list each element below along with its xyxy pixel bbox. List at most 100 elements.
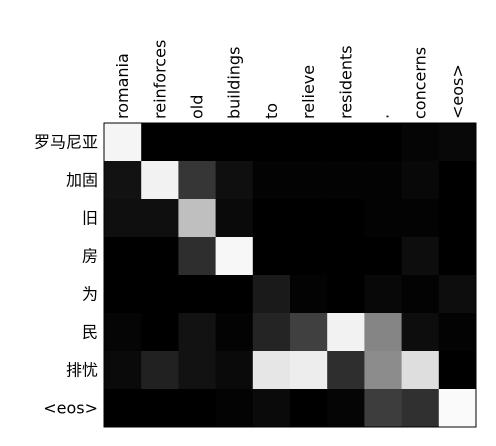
heatmap-cell-r4-c5 bbox=[290, 275, 328, 314]
heatmap-cell-r2-c4 bbox=[252, 199, 291, 238]
heatmap-cell-r5-c7 bbox=[364, 313, 403, 352]
heatmap-cell-r4-c8 bbox=[401, 275, 440, 314]
x-tick-label-3: buildings bbox=[225, 47, 244, 119]
y-tick-label-7: <eos> bbox=[43, 399, 98, 418]
heatmap-cells bbox=[104, 123, 477, 428]
heatmap-cell-r7-c6 bbox=[327, 389, 365, 428]
heatmap-cell-r7-c9 bbox=[438, 389, 477, 428]
heatmap-cell-r5-c3 bbox=[215, 313, 254, 352]
heatmap-frame bbox=[103, 122, 477, 428]
heatmap-cell-r3-c4 bbox=[252, 237, 291, 276]
heatmap-cell-r6-c9 bbox=[438, 351, 477, 390]
heatmap-cell-r0-c8 bbox=[401, 123, 440, 162]
heatmap-cell-r4-c0 bbox=[104, 275, 142, 314]
heatmap-cell-r1-c7 bbox=[364, 161, 403, 200]
heatmap-cell-r4-c1 bbox=[141, 275, 179, 314]
heatmap-cell-r3-c6 bbox=[327, 237, 365, 276]
heatmap-cell-r5-c8 bbox=[401, 313, 440, 352]
heatmap-cell-r3-c0 bbox=[104, 237, 142, 276]
heatmap-cell-r6-c4 bbox=[252, 351, 291, 390]
heatmap-cell-r1-c2 bbox=[178, 161, 217, 200]
heatmap-cell-r5-c1 bbox=[141, 313, 179, 352]
y-tick-label-2: 旧 bbox=[82, 209, 98, 228]
heatmap-cell-r5-c2 bbox=[178, 313, 217, 352]
heatmap-cell-r3-c8 bbox=[401, 237, 440, 276]
heatmap-cell-r6-c2 bbox=[178, 351, 217, 390]
heatmap-cell-r2-c2 bbox=[178, 199, 217, 238]
x-tick-label-9: <eos> bbox=[448, 64, 467, 119]
heatmap-cell-r6-c0 bbox=[104, 351, 142, 390]
heatmap-cell-r4-c2 bbox=[178, 275, 217, 314]
heatmap-cell-r4-c4 bbox=[252, 275, 291, 314]
y-tick-label-4: 为 bbox=[82, 285, 98, 304]
heatmap-cell-r1-c6 bbox=[327, 161, 365, 200]
heatmap-cell-r0-c9 bbox=[438, 123, 477, 162]
heatmap-cell-r5-c0 bbox=[104, 313, 142, 352]
y-tick-label-1: 加固 bbox=[66, 171, 98, 190]
x-tick-label-4: to bbox=[262, 103, 281, 119]
heatmap-cell-r3-c5 bbox=[290, 237, 328, 276]
y-tick-label-5: 民 bbox=[82, 323, 98, 342]
heatmap-cell-r7-c0 bbox=[104, 389, 142, 428]
heatmap-cell-r5-c5 bbox=[290, 313, 328, 352]
heatmap-cell-r5-c4 bbox=[252, 313, 291, 352]
heatmap-cell-r0-c3 bbox=[215, 123, 254, 162]
heatmap-cell-r6-c5 bbox=[290, 351, 328, 390]
heatmap-cell-r1-c5 bbox=[290, 161, 328, 200]
heatmap-cell-r7-c4 bbox=[252, 389, 291, 428]
heatmap-cell-r1-c4 bbox=[252, 161, 291, 200]
heatmap-cell-r3-c7 bbox=[364, 237, 403, 276]
y-tick-label-0: 罗马尼亚 bbox=[34, 133, 98, 152]
heatmap-cell-r0-c4 bbox=[252, 123, 291, 162]
heatmap-cell-r2-c9 bbox=[438, 199, 477, 238]
heatmap-cell-r0-c2 bbox=[178, 123, 217, 162]
heatmap-cell-r7-c3 bbox=[215, 389, 254, 428]
x-tick-label-5: relieve bbox=[299, 65, 318, 119]
heatmap-cell-r4-c9 bbox=[438, 275, 477, 314]
heatmap-cell-r4-c3 bbox=[215, 275, 254, 314]
heatmap-cell-r3-c2 bbox=[178, 237, 217, 276]
heatmap-cell-r1-c0 bbox=[104, 161, 142, 200]
heatmap-cell-r6-c6 bbox=[327, 351, 365, 390]
heatmap-cell-r6-c8 bbox=[401, 351, 440, 390]
heatmap-cell-r2-c6 bbox=[327, 199, 365, 238]
heatmap-cell-r7-c2 bbox=[178, 389, 217, 428]
heatmap-cell-r4-c7 bbox=[364, 275, 403, 314]
heatmap-cell-r2-c8 bbox=[401, 199, 440, 238]
heatmap-cell-r6-c7 bbox=[364, 351, 403, 390]
heatmap-cell-r4-c6 bbox=[327, 275, 365, 314]
heatmap-cell-r2-c1 bbox=[141, 199, 179, 238]
heatmap-cell-r6-c3 bbox=[215, 351, 254, 390]
heatmap-cell-r3-c1 bbox=[141, 237, 179, 276]
heatmap-cell-r1-c9 bbox=[438, 161, 477, 200]
heatmap-cell-r7-c5 bbox=[290, 389, 328, 428]
heatmap-cell-r2-c0 bbox=[104, 199, 142, 238]
heatmap-cell-r5-c6 bbox=[327, 313, 365, 352]
heatmap-cell-r1-c8 bbox=[401, 161, 440, 200]
x-tick-label-7: . bbox=[374, 114, 393, 119]
x-tick-label-6: residents bbox=[336, 45, 355, 119]
heatmap-cell-r0-c7 bbox=[364, 123, 403, 162]
x-axis-labels: romania reinforces old buildings to relieve re… bbox=[113, 40, 467, 119]
heatmap-cell-r2-c3 bbox=[215, 199, 254, 238]
heatmap-cell-r3-c3 bbox=[215, 237, 254, 276]
y-tick-label-6: 排忧 bbox=[66, 361, 98, 380]
heatmap-cell-r0-c0 bbox=[104, 123, 142, 162]
x-tick-label-8: concerns bbox=[411, 47, 430, 119]
heatmap-cell-r5-c9 bbox=[438, 313, 477, 352]
heatmap-cell-r1-c1 bbox=[141, 161, 179, 200]
heatmap-cell-r0-c6 bbox=[327, 123, 365, 162]
heatmap-cell-r7-c7 bbox=[364, 389, 403, 428]
heatmap-cell-r7-c1 bbox=[141, 389, 179, 428]
heatmap-cell-r3-c9 bbox=[438, 237, 477, 276]
x-tick-label-1: reinforces bbox=[150, 40, 169, 119]
x-tick-label-0: romania bbox=[113, 53, 132, 119]
y-tick-label-3: 房 bbox=[82, 247, 98, 266]
heatmap-cell-r2-c7 bbox=[364, 199, 403, 238]
heatmap-cell-r0-c5 bbox=[290, 123, 328, 162]
heatmap-cell-r2-c5 bbox=[290, 199, 328, 238]
heatmap-cell-r1-c3 bbox=[215, 161, 254, 200]
heatmap-cell-r0-c1 bbox=[141, 123, 179, 162]
heatmap-cell-r7-c8 bbox=[401, 389, 440, 428]
